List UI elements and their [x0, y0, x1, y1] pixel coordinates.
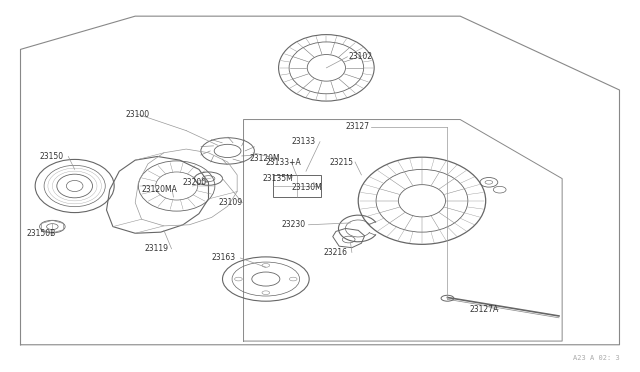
Text: 23150: 23150 — [40, 152, 64, 161]
Text: 23133+A: 23133+A — [266, 157, 301, 167]
Text: 23150B: 23150B — [27, 230, 56, 238]
Text: 23215: 23215 — [330, 157, 353, 167]
Text: 23100: 23100 — [125, 109, 150, 119]
Text: 23130M: 23130M — [291, 183, 322, 192]
Text: 23102: 23102 — [349, 52, 372, 61]
Text: 23133: 23133 — [291, 137, 316, 146]
Text: 23109: 23109 — [218, 198, 242, 207]
Text: 23135M: 23135M — [262, 174, 293, 183]
Text: 23216: 23216 — [323, 248, 347, 257]
Text: 23120M: 23120M — [250, 154, 280, 163]
Text: 23200: 23200 — [183, 178, 207, 187]
Text: 23119: 23119 — [145, 244, 169, 253]
Text: 23230: 23230 — [282, 220, 306, 229]
Text: A23 A 02: 3: A23 A 02: 3 — [573, 355, 620, 361]
Text: 23127A: 23127A — [470, 305, 499, 314]
Text: 23163: 23163 — [212, 253, 236, 263]
Text: 23120MA: 23120MA — [141, 185, 177, 194]
Text: 23127: 23127 — [346, 122, 369, 131]
